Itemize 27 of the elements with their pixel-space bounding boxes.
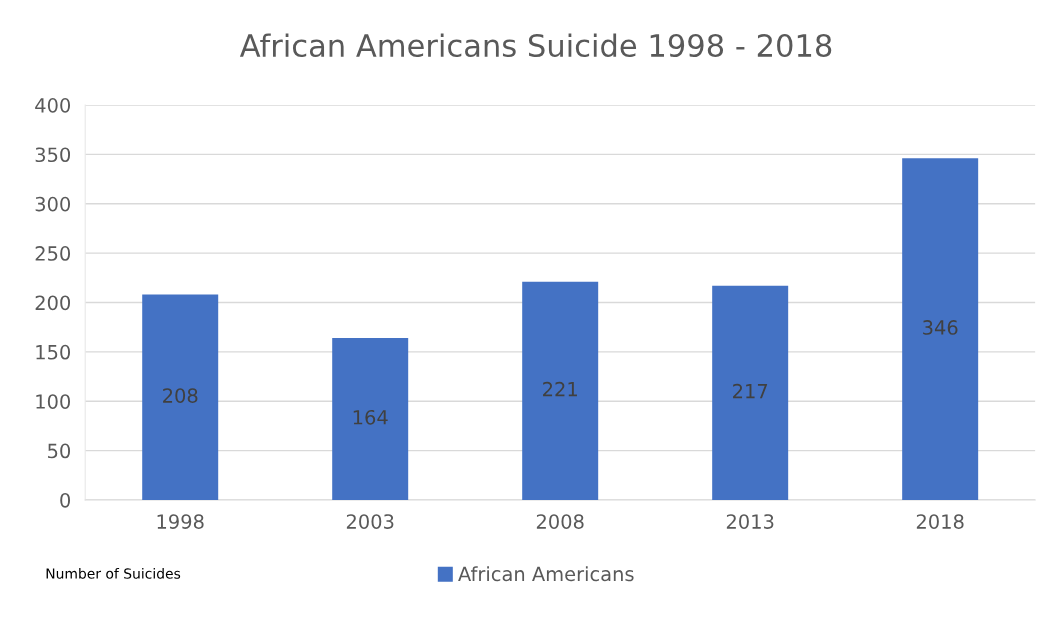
y-tick-label: 0	[60, 492, 71, 508]
y-tick-label: 400	[35, 98, 71, 113]
data-label: 346	[923, 320, 958, 335]
chart-title: African Americans Suicide 1998 - 2018	[239, 33, 832, 58]
y-tick-label: 300	[35, 196, 71, 212]
data-label: 217	[733, 383, 768, 399]
bar	[712, 285, 789, 500]
y-tick-label: 100	[36, 394, 71, 409]
x-tick-label: 2013	[726, 514, 774, 529]
x-tick-label: 2018	[916, 514, 964, 529]
y-tick-label: 50	[48, 443, 71, 459]
data-label: 221	[543, 381, 577, 397]
legend-label: African Americans	[458, 566, 634, 582]
x-tick-label: 2008	[536, 514, 584, 529]
y-tick-label: 350	[35, 147, 71, 163]
bar	[332, 338, 409, 500]
data-label: 164	[353, 409, 388, 425]
data-label: 208	[163, 388, 198, 403]
y-tick-label: 200	[35, 295, 71, 311]
bar	[522, 281, 599, 500]
y-tick-label: 150	[36, 344, 71, 360]
bar	[142, 294, 219, 500]
y-tick-label: 250	[35, 246, 71, 261]
x-tick-label: 1998	[157, 514, 204, 529]
x-tick-label: 2003	[346, 514, 394, 529]
text: Number of Suicides	[46, 568, 181, 579]
bar	[902, 158, 979, 500]
